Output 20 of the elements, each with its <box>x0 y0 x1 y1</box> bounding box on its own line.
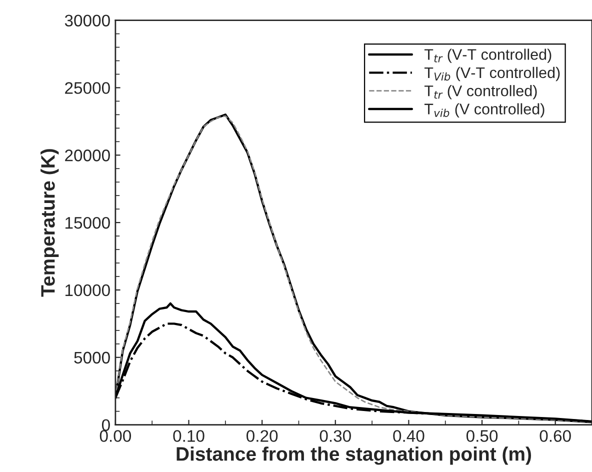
y-tick-label: 5000 <box>74 352 110 364</box>
x-tick-label: 0.00 <box>100 430 132 442</box>
x-axis-title: Distance from the stagnation point (m) <box>176 446 532 465</box>
x-tick-label: 0.10 <box>173 430 204 442</box>
legend-label: T$_{tr}$ (V controlled) <box>424 85 537 100</box>
legend-label: T$_{vib}$ (V controlled) <box>424 103 544 118</box>
x-tick-label: 0.20 <box>246 430 278 442</box>
legend-label: T$_{tr}$ (V-T controlled) <box>424 48 552 63</box>
x-tick-label: 0.30 <box>320 430 351 442</box>
y-tick-label: 30000 <box>64 14 110 26</box>
legend-label: T$_{Vib}$ (V-T controlled) <box>424 66 560 82</box>
x-tick-label: 0.60 <box>540 430 571 442</box>
y-tick-label: 15000 <box>66 216 110 229</box>
y-tick-label: 20000 <box>65 150 110 162</box>
x-tick-label: 0.40 <box>393 430 424 442</box>
y-tick-label: 10000 <box>66 284 110 296</box>
y-axis-title: Temperature (K) <box>40 149 59 297</box>
x-tick-label: 0.50 <box>466 430 498 442</box>
y-tick-label: 25000 <box>65 82 110 94</box>
y-tick-label: 0 <box>102 419 110 432</box>
